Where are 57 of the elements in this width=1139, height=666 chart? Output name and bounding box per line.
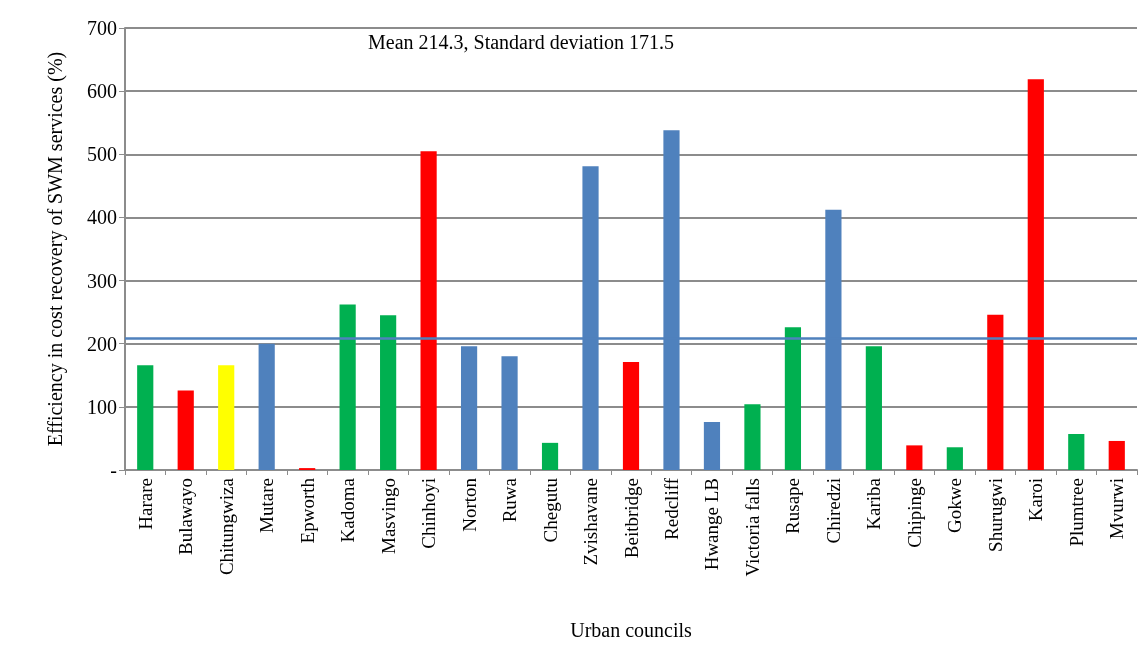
bar (218, 365, 235, 470)
bar (339, 304, 356, 470)
bar (137, 365, 154, 470)
bar (501, 356, 518, 470)
bar (946, 447, 963, 470)
x-tick-label: Victoria falls (741, 478, 763, 577)
bar (622, 362, 640, 470)
x-tick-label: Shurugwi (984, 478, 1006, 552)
x-tick-label: Ruwa (499, 477, 521, 523)
x-tick-label: Karoi (1025, 478, 1047, 522)
x-tick-label: Masvingo (377, 478, 399, 554)
y-tick-label: 300 (87, 269, 117, 292)
y-tick-label: - (110, 459, 117, 481)
x-axis-title: Urban councils (570, 619, 693, 641)
x-tick-label: Zvishavane (580, 478, 602, 566)
x-tick-label: Chegutu (539, 477, 561, 543)
x-tick-label: Harare (134, 478, 156, 530)
y-tick-label: 400 (87, 206, 117, 229)
x-tick-label: Chiredzi (822, 478, 844, 544)
bar (744, 404, 761, 470)
y-axis-title: Efficiency in cost recovery of SWM services (%) (44, 51, 67, 447)
bar (1027, 79, 1044, 470)
bar (784, 327, 802, 470)
bar (380, 315, 397, 470)
x-tick-label: Chitungwiza (215, 477, 237, 576)
bar (906, 445, 923, 470)
x-tick-label: Plumtree (1065, 478, 1087, 547)
x-tick-label: Gokwe (944, 478, 966, 533)
x-tick-label: Bulawayo (175, 478, 197, 556)
bar (703, 422, 721, 470)
annotation: Mean 214.3, Standard deviation 171.5 (368, 31, 675, 53)
x-tick-label: Chinhoyi (418, 478, 440, 549)
x-tick-label: Redcliff (660, 477, 682, 540)
bar (1068, 434, 1085, 470)
y-tick-label: 700 (87, 17, 117, 39)
x-tick-label: Mvurwi (1106, 478, 1128, 540)
bar (258, 343, 275, 470)
x-tick-label: Beitbridge (620, 478, 642, 559)
bar (987, 314, 1004, 470)
x-tick-label: Epworth (296, 477, 318, 544)
x-tick-label: Kariba (863, 477, 885, 530)
x-tick-label: Kadoma (337, 477, 359, 543)
bar (420, 151, 437, 470)
x-tick-label: Mutare (256, 478, 278, 533)
x-tick-label: Norton (458, 477, 480, 532)
bar (177, 390, 194, 470)
bar (541, 442, 559, 470)
bar (865, 346, 882, 470)
y-tick-label: 100 (87, 395, 117, 418)
x-tick-label: Chipinge (903, 478, 925, 548)
y-tick-label: 500 (87, 143, 117, 166)
y-tick-label: 200 (87, 332, 117, 355)
x-tick-label: Hwange LB (701, 478, 723, 571)
bar (460, 346, 478, 470)
y-tick-label: 600 (87, 80, 117, 103)
x-tick-label: Rusape (782, 478, 804, 534)
bar (1108, 440, 1125, 470)
